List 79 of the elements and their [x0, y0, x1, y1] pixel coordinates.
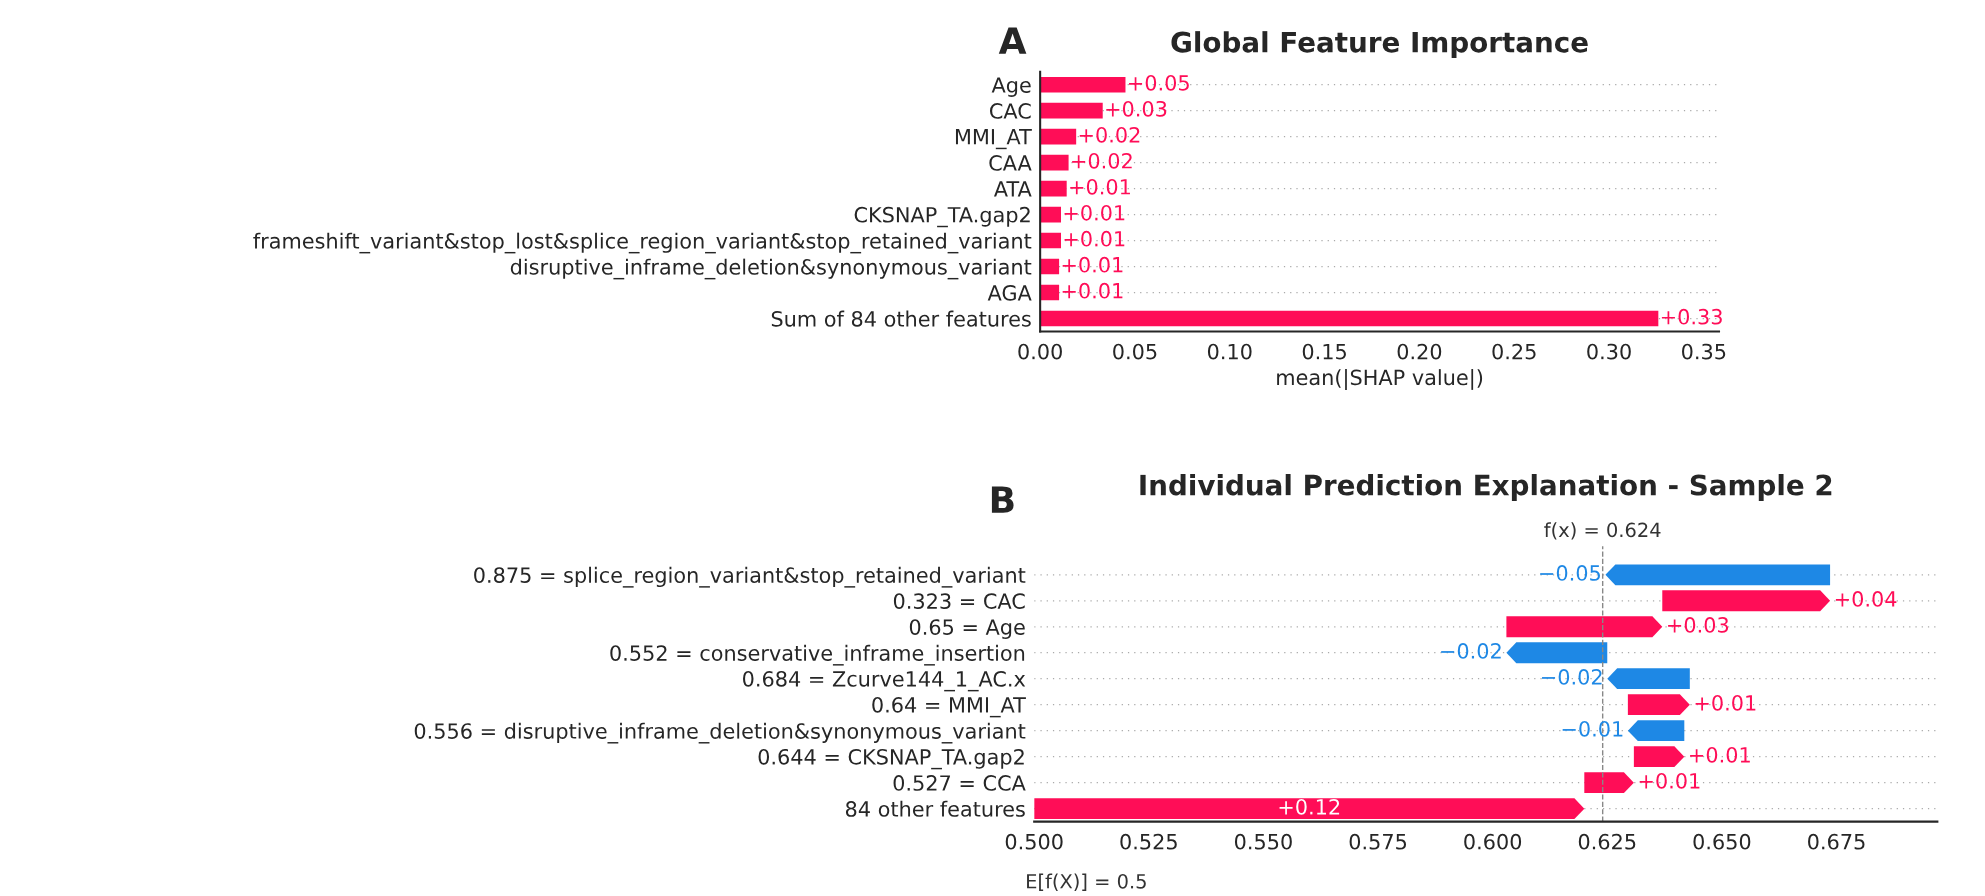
y-tick-label: 84 other features [845, 800, 1025, 817]
y-tick-label: 0.684 = Zcurve144_1_AC.x [743, 670, 1026, 692]
y-tick-label: frameshift_variant&stop_lost&splice_region_variant&stop_retained_variant [253, 232, 1032, 254]
data-label: +0.01 [1690, 746, 1750, 763]
data-label: −0.02 [1542, 669, 1602, 685]
x-tick-label: 0.550 [1234, 833, 1292, 850]
x-tick-label: 0.35 [1682, 343, 1726, 360]
data-label: +0.03 [1106, 100, 1167, 117]
x-tick-label: 0.525 [1120, 833, 1177, 850]
data-label: +0.02 [1079, 126, 1140, 143]
bar [1040, 232, 1061, 249]
data-label: +0.01 [1070, 178, 1130, 195]
chart-title: Global Feature Importance [1171, 31, 1588, 59]
y-tick-label: disruptive_inframe_deletion&synonymous_variant [510, 258, 1032, 280]
bar [1040, 102, 1103, 119]
data-label: +0.02 [1072, 152, 1132, 169]
y-tick-label: 0.552 = conservative_inframe_insertion [610, 644, 1025, 666]
y-tick-label: 0.644 = CKSNAP_TA.gap2 [758, 748, 1024, 770]
bar [1040, 258, 1060, 275]
y-tick-label: 0.65 = Age [909, 619, 1025, 639]
bar [1662, 590, 1831, 612]
bar [1605, 564, 1831, 586]
y-tick-label: CAC [989, 103, 1031, 119]
bar [1040, 128, 1077, 145]
data-label: +0.01 [1695, 694, 1756, 711]
x-axis-title: mean(|SHAP value|) [1277, 369, 1483, 390]
y-tick-label: 0.64 = MMI_AT [872, 696, 1026, 718]
data-label: +0.12 [1279, 798, 1340, 815]
data-label: +0.01 [1064, 204, 1125, 221]
y-tick-label: 0.527 = CCA [893, 775, 1026, 791]
x-tick-label: 0.15 [1302, 343, 1346, 360]
y-tick-label: CAA [989, 155, 1032, 171]
y-tick-label: AGA [987, 285, 1032, 301]
y-tick-label: Age [991, 77, 1031, 97]
x-tick-label: 0.600 [1464, 833, 1522, 850]
y-tick-label: 0.556 = disruptive_inframe_deletion&synonymous_variant [414, 722, 1026, 744]
text: A [998, 27, 1027, 54]
x-tick-label: 0.20 [1397, 343, 1442, 360]
data-label: +0.33 [1661, 308, 1722, 325]
data-label: +0.03 [1668, 617, 1729, 633]
data-label: +0.05 [1129, 74, 1189, 91]
bar [1607, 668, 1690, 690]
bar [1506, 642, 1608, 664]
x-tick-label: 0.30 [1587, 343, 1631, 360]
data-label: +0.01 [1639, 772, 1700, 789]
x-tick-label: 0.500 [1005, 833, 1063, 850]
x-tick-label: 0.10 [1207, 343, 1252, 360]
x-tick-label: 0.625 [1578, 833, 1636, 850]
ref-line-label: f(x) = 0.624 [1544, 522, 1661, 540]
bar [1034, 798, 1585, 820]
chart-title: Individual Prediction Explanation - Sample 2 [1140, 474, 1832, 501]
x-tick-label: 0.575 [1349, 833, 1407, 850]
y-tick-label: ATA [993, 181, 1032, 197]
bar [1040, 76, 1126, 93]
bar [1040, 310, 1659, 327]
data-label: +0.01 [1062, 256, 1123, 273]
bar [1040, 154, 1069, 171]
text: E[f(X)] = 0.5 [1027, 873, 1146, 891]
x-tick-label: 0.675 [1808, 833, 1865, 850]
data-label: −0.05 [1540, 565, 1600, 581]
bar [1506, 616, 1663, 638]
x-tick-label: 0.00 [1018, 343, 1062, 360]
x-tick-label: 0.25 [1492, 343, 1536, 360]
y-tick-label: 0.875 = splice_region_variant&stop_retained_variant [474, 566, 1026, 588]
y-tick-label: CKSNAP_TA.gap2 [854, 206, 1030, 228]
y-tick-label: 0.323 = CAC [893, 593, 1025, 609]
bar [1040, 284, 1060, 301]
bar [1040, 180, 1067, 197]
data-label: +0.01 [1064, 230, 1125, 247]
y-tick-label: Sum of 84 other features [771, 310, 1031, 327]
data-label: −0.01 [1562, 720, 1623, 737]
data-label: +0.04 [1835, 591, 1897, 607]
data-label: +0.01 [1062, 282, 1123, 299]
x-tick-label: 0.05 [1113, 343, 1157, 360]
y-tick-label: MMI_AT [955, 129, 1032, 150]
text: B [991, 486, 1014, 513]
bar [1040, 206, 1061, 223]
x-tick-label: 0.650 [1693, 833, 1751, 850]
data-label: −0.02 [1441, 643, 1501, 659]
